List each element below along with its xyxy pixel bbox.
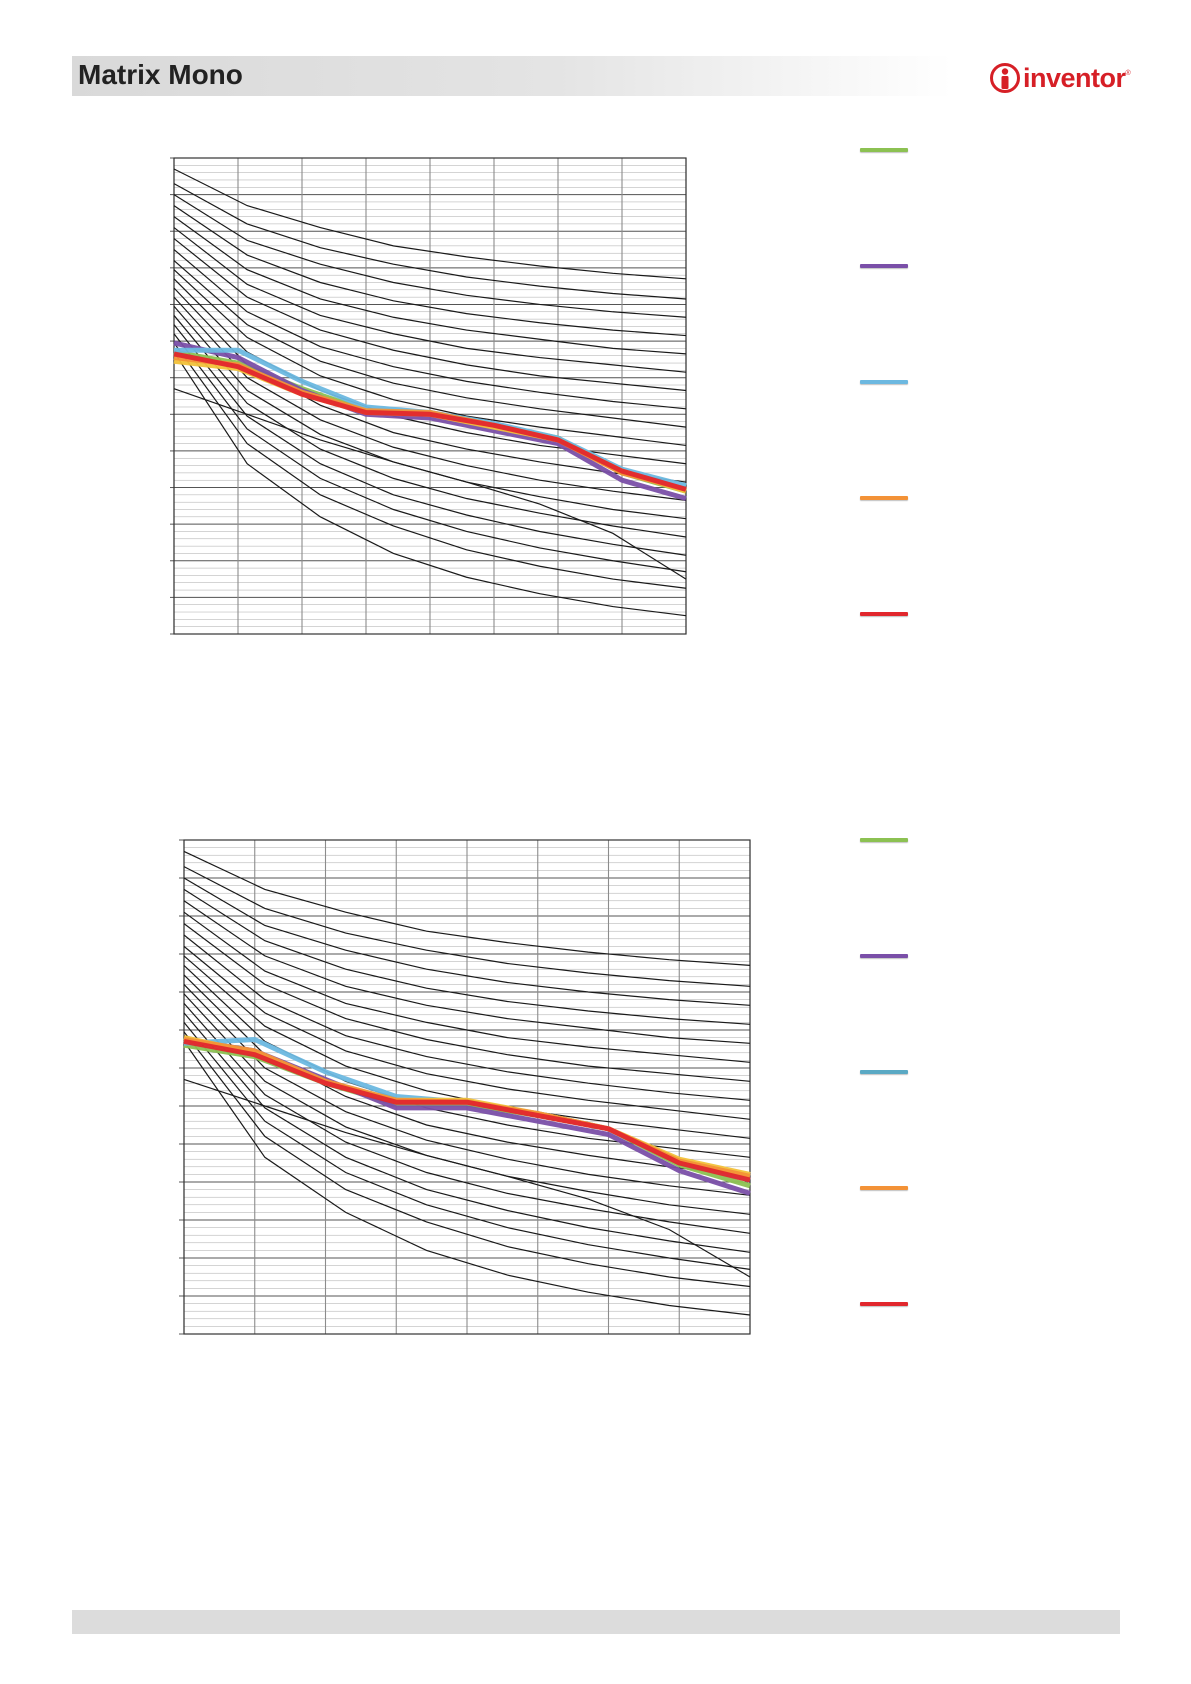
reference-curve <box>173 168 687 280</box>
purple-line-swatch-icon <box>860 264 908 268</box>
reference-curve <box>173 342 687 589</box>
reference-curve <box>173 260 687 428</box>
reference-curve <box>173 333 687 573</box>
legend-top <box>860 140 1100 660</box>
plot-frame <box>173 157 687 635</box>
reference-curve <box>173 324 687 556</box>
reference-curve <box>183 850 751 966</box>
reference-curve <box>173 351 687 617</box>
reference-curve <box>173 249 687 410</box>
reference-curve <box>173 216 687 355</box>
reference-curve <box>183 911 751 1063</box>
plot-frame <box>183 839 751 1335</box>
reference-curve <box>183 888 751 1025</box>
logo-registered-mark: ® <box>1125 70 1131 77</box>
reference-curve <box>183 983 751 1196</box>
footer-bar <box>72 1610 1120 1634</box>
reference-curve <box>173 388 687 580</box>
reference-curve <box>183 1022 751 1270</box>
green-line-swatch-icon <box>860 838 908 842</box>
reference-curve <box>173 205 687 337</box>
logo-text: inventor <box>1023 62 1126 93</box>
chart-bottom <box>179 839 751 1335</box>
series-line <box>183 1038 751 1183</box>
reference-curve <box>173 238 687 392</box>
reference-curve <box>173 296 687 501</box>
reference-curve <box>183 934 751 1101</box>
orange-line-swatch-icon <box>860 496 908 500</box>
orange-line-swatch-icon <box>860 1186 908 1190</box>
legend-bottom <box>860 830 1100 1350</box>
reference-curve <box>183 877 751 1006</box>
reference-curve <box>173 183 687 300</box>
inventor-logo-icon <box>990 63 1020 93</box>
reference-curve <box>173 315 687 538</box>
red-line-swatch-icon <box>860 1302 908 1306</box>
reference-curve <box>183 1012 751 1253</box>
reference-curve <box>183 1041 751 1316</box>
green-line-swatch-icon <box>860 148 908 152</box>
reference-curve <box>173 227 687 373</box>
series-line <box>173 340 687 501</box>
header-bar <box>72 56 952 96</box>
reference-curve <box>183 945 751 1120</box>
reference-curve <box>183 1078 751 1278</box>
teal-line-swatch-icon <box>860 1070 908 1074</box>
reference-curve <box>183 1003 751 1234</box>
reference-curve <box>183 900 751 1044</box>
reference-curve <box>183 1031 751 1288</box>
page-title: Matrix Mono <box>78 59 243 90</box>
reference-curve <box>183 923 751 1082</box>
inventor-logo: inventor ® <box>990 62 1131 94</box>
series-line <box>173 351 687 492</box>
purple-line-swatch-icon <box>860 954 908 958</box>
reference-curve <box>173 194 687 318</box>
chart-top <box>170 157 687 635</box>
reference-curve <box>183 866 751 987</box>
reference-curve <box>173 269 687 447</box>
light-blue-line-swatch-icon <box>860 380 908 384</box>
red-line-swatch-icon <box>860 612 908 616</box>
